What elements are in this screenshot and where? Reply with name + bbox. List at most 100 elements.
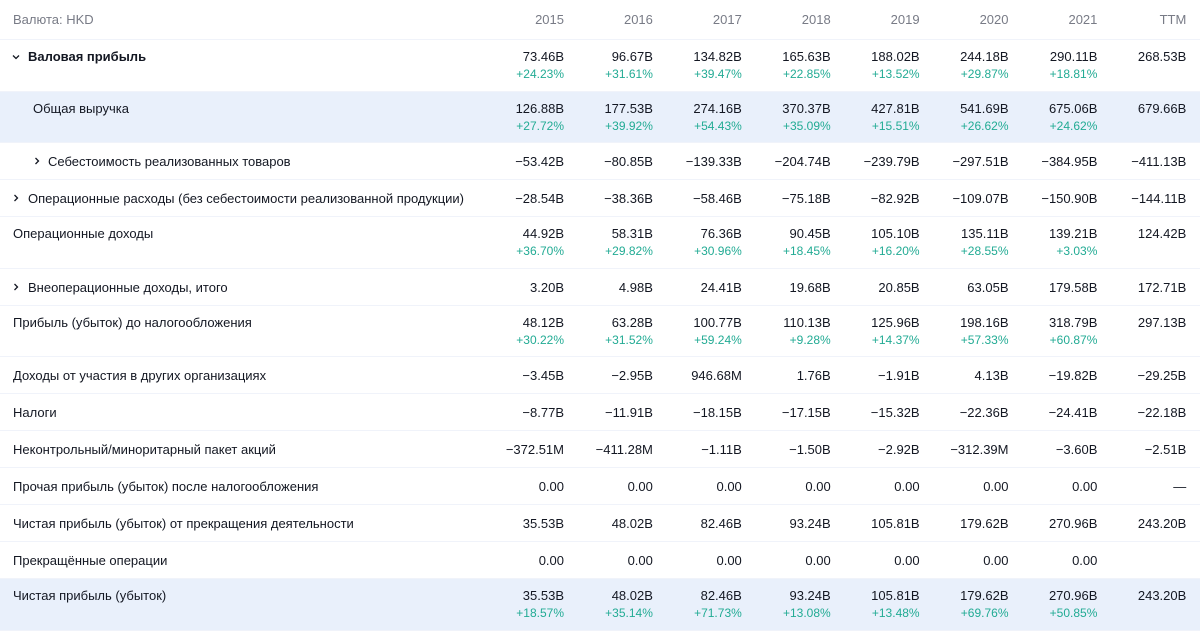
cell-value: 90.45B	[789, 226, 831, 241]
cell-value: —	[1173, 479, 1187, 494]
cell-value: 82.46B	[700, 588, 742, 603]
cell-value: 110.13B	[783, 314, 831, 330]
table-row: Чистая прибыль (убыток) от прекращения д…	[0, 505, 1200, 542]
cell-value: −15.32B	[870, 405, 920, 420]
cell-value: −3.45B	[522, 368, 564, 383]
cell-change: +24.62%	[1049, 118, 1098, 133]
cell-value: −1.91B	[878, 368, 920, 383]
cell-value: 0.00	[1072, 553, 1098, 568]
cell-value: 63.05B	[967, 279, 1009, 295]
cell-value: −8.77B	[522, 405, 564, 420]
cell-value: 93.24B	[789, 588, 831, 603]
expand-toggle[interactable]	[11, 193, 21, 203]
table-row[interactable]: Операционные расходы (без себестоимости …	[0, 180, 1200, 217]
cell-change: +36.70%	[516, 244, 564, 258]
cell-value: −75.18B	[781, 191, 831, 206]
cell-value: −411.28M	[595, 442, 653, 457]
table-row[interactable]: Себестоимость реализованных товаров −53.4…	[0, 143, 1200, 180]
cell-value: −11.91B	[605, 405, 653, 420]
cell-value: 946.68M	[691, 368, 742, 383]
cell-change: +69.76%	[960, 606, 1009, 620]
row-label: Чистая прибыль (убыток) от прекращения д…	[13, 516, 354, 531]
cell-value: 172.71B	[1137, 279, 1187, 295]
cell-value: −3.60B	[1055, 442, 1098, 457]
cell-change: +26.62%	[960, 118, 1009, 133]
cell-value: 1.76B	[796, 368, 831, 383]
cell-value: −24.41B	[1048, 405, 1098, 420]
cell-change: +59.24%	[694, 332, 742, 347]
expand-toggle[interactable]	[11, 52, 21, 62]
cell-value: 270.96B	[1048, 588, 1098, 603]
cell-change: +9.28%	[789, 332, 831, 347]
table-row: Операционные доходы 44.92B 58.31B 76.36B 90.…	[0, 217, 1200, 269]
cell-value: 76.36B	[700, 226, 742, 241]
row-label: Неконтрольный/миноритарный пакет акций	[13, 442, 276, 457]
cell-change: +18.81%	[1049, 67, 1098, 81]
cell-value: 126.88B	[515, 100, 564, 116]
cell-value: 268.53B	[1137, 49, 1187, 64]
cell-value: 139.21B	[1048, 226, 1098, 241]
column-header: 2019	[890, 12, 920, 27]
cell-change: +35.09%	[782, 118, 831, 133]
cell-value: 679.66B	[1137, 100, 1187, 116]
cell-value: 0.00	[627, 479, 653, 494]
column-header: TTM	[1159, 12, 1187, 27]
row-label: Внеоперационные доходы, итого	[28, 279, 228, 295]
cell-value: −372.51M	[505, 442, 564, 457]
table-row[interactable]: Внеоперационные доходы, итого 3.20B 4.98B 2…	[0, 269, 1200, 306]
table-row: Доходы от участия в других организациях −…	[0, 357, 1200, 394]
cell-change: +30.22%	[516, 332, 564, 347]
table-row[interactable]: Валовая прибыль 73.46B 96.67B 134.82B 165.63…	[0, 40, 1200, 92]
row-label: Операционные расходы (без себестоимости …	[28, 191, 464, 206]
cell-value: 4.98B	[618, 279, 653, 295]
cell-value: 297.13B	[1137, 314, 1187, 330]
cell-value: 0.00	[805, 553, 831, 568]
cell-change: +60.87%	[1049, 332, 1098, 347]
column-header: 2021	[1068, 12, 1098, 27]
cell-value: −53.42B	[515, 154, 564, 169]
cell-change: +27.72%	[516, 118, 564, 133]
cell-change: +15.51%	[871, 118, 920, 133]
cell-change: +39.47%	[694, 67, 742, 81]
cell-change: +31.61%	[605, 67, 653, 81]
cell-change: +13.48%	[871, 606, 920, 620]
table-row: Прочая прибыль (убыток) после налогообло…	[0, 468, 1200, 505]
cell-change: +14.37%	[871, 332, 920, 347]
currency-label: Валюта: HKD	[13, 12, 94, 27]
cell-value: −109.07B	[952, 191, 1009, 206]
cell-value: 0.00	[983, 553, 1009, 568]
cell-change: +18.57%	[516, 606, 564, 620]
cell-value: −2.95B	[611, 368, 653, 383]
row-label: Себестоимость реализованных товаров	[48, 154, 291, 169]
column-header: 2018	[801, 12, 831, 27]
expand-toggle[interactable]	[11, 282, 21, 292]
cell-value: 179.62B	[960, 516, 1009, 531]
cell-change: +29.82%	[605, 244, 653, 258]
cell-value: 105.81B	[871, 588, 920, 603]
cell-change: +71.73%	[694, 606, 742, 620]
cell-value: 243.20B	[1137, 516, 1187, 531]
cell-change: +31.52%	[605, 332, 653, 347]
cell-value: 19.68B	[789, 279, 831, 295]
cell-value: −204.74B	[774, 154, 831, 169]
expand-toggle[interactable]	[32, 156, 42, 166]
cell-value: 93.24B	[789, 516, 831, 531]
cell-value: −144.11B	[1131, 191, 1187, 206]
cell-value: 0.00	[894, 553, 920, 568]
cell-value: 244.18B	[960, 49, 1009, 64]
table-row: Прекращённые операции 0.00 0.00 0.00 0.00 0.0…	[0, 542, 1200, 579]
cell-value: 100.77B	[693, 314, 742, 330]
cell-value: 541.69B	[960, 100, 1009, 116]
cell-change: +13.52%	[871, 67, 920, 81]
cell-value: 48.02B	[611, 588, 653, 603]
cell-value: 0.00	[894, 479, 920, 494]
cell-change: +24.23%	[516, 67, 564, 81]
table-row: Неконтрольный/миноритарный пакет акций −3…	[0, 431, 1200, 468]
cell-value: −29.25B	[1137, 368, 1187, 383]
cell-value: −139.33B	[685, 154, 742, 169]
row-label: Налоги	[13, 405, 57, 420]
cell-value: −82.92B	[870, 191, 920, 206]
cell-change: +18.45%	[782, 244, 831, 258]
cell-value: −58.46B	[693, 191, 742, 206]
column-header: 2017	[712, 12, 742, 27]
